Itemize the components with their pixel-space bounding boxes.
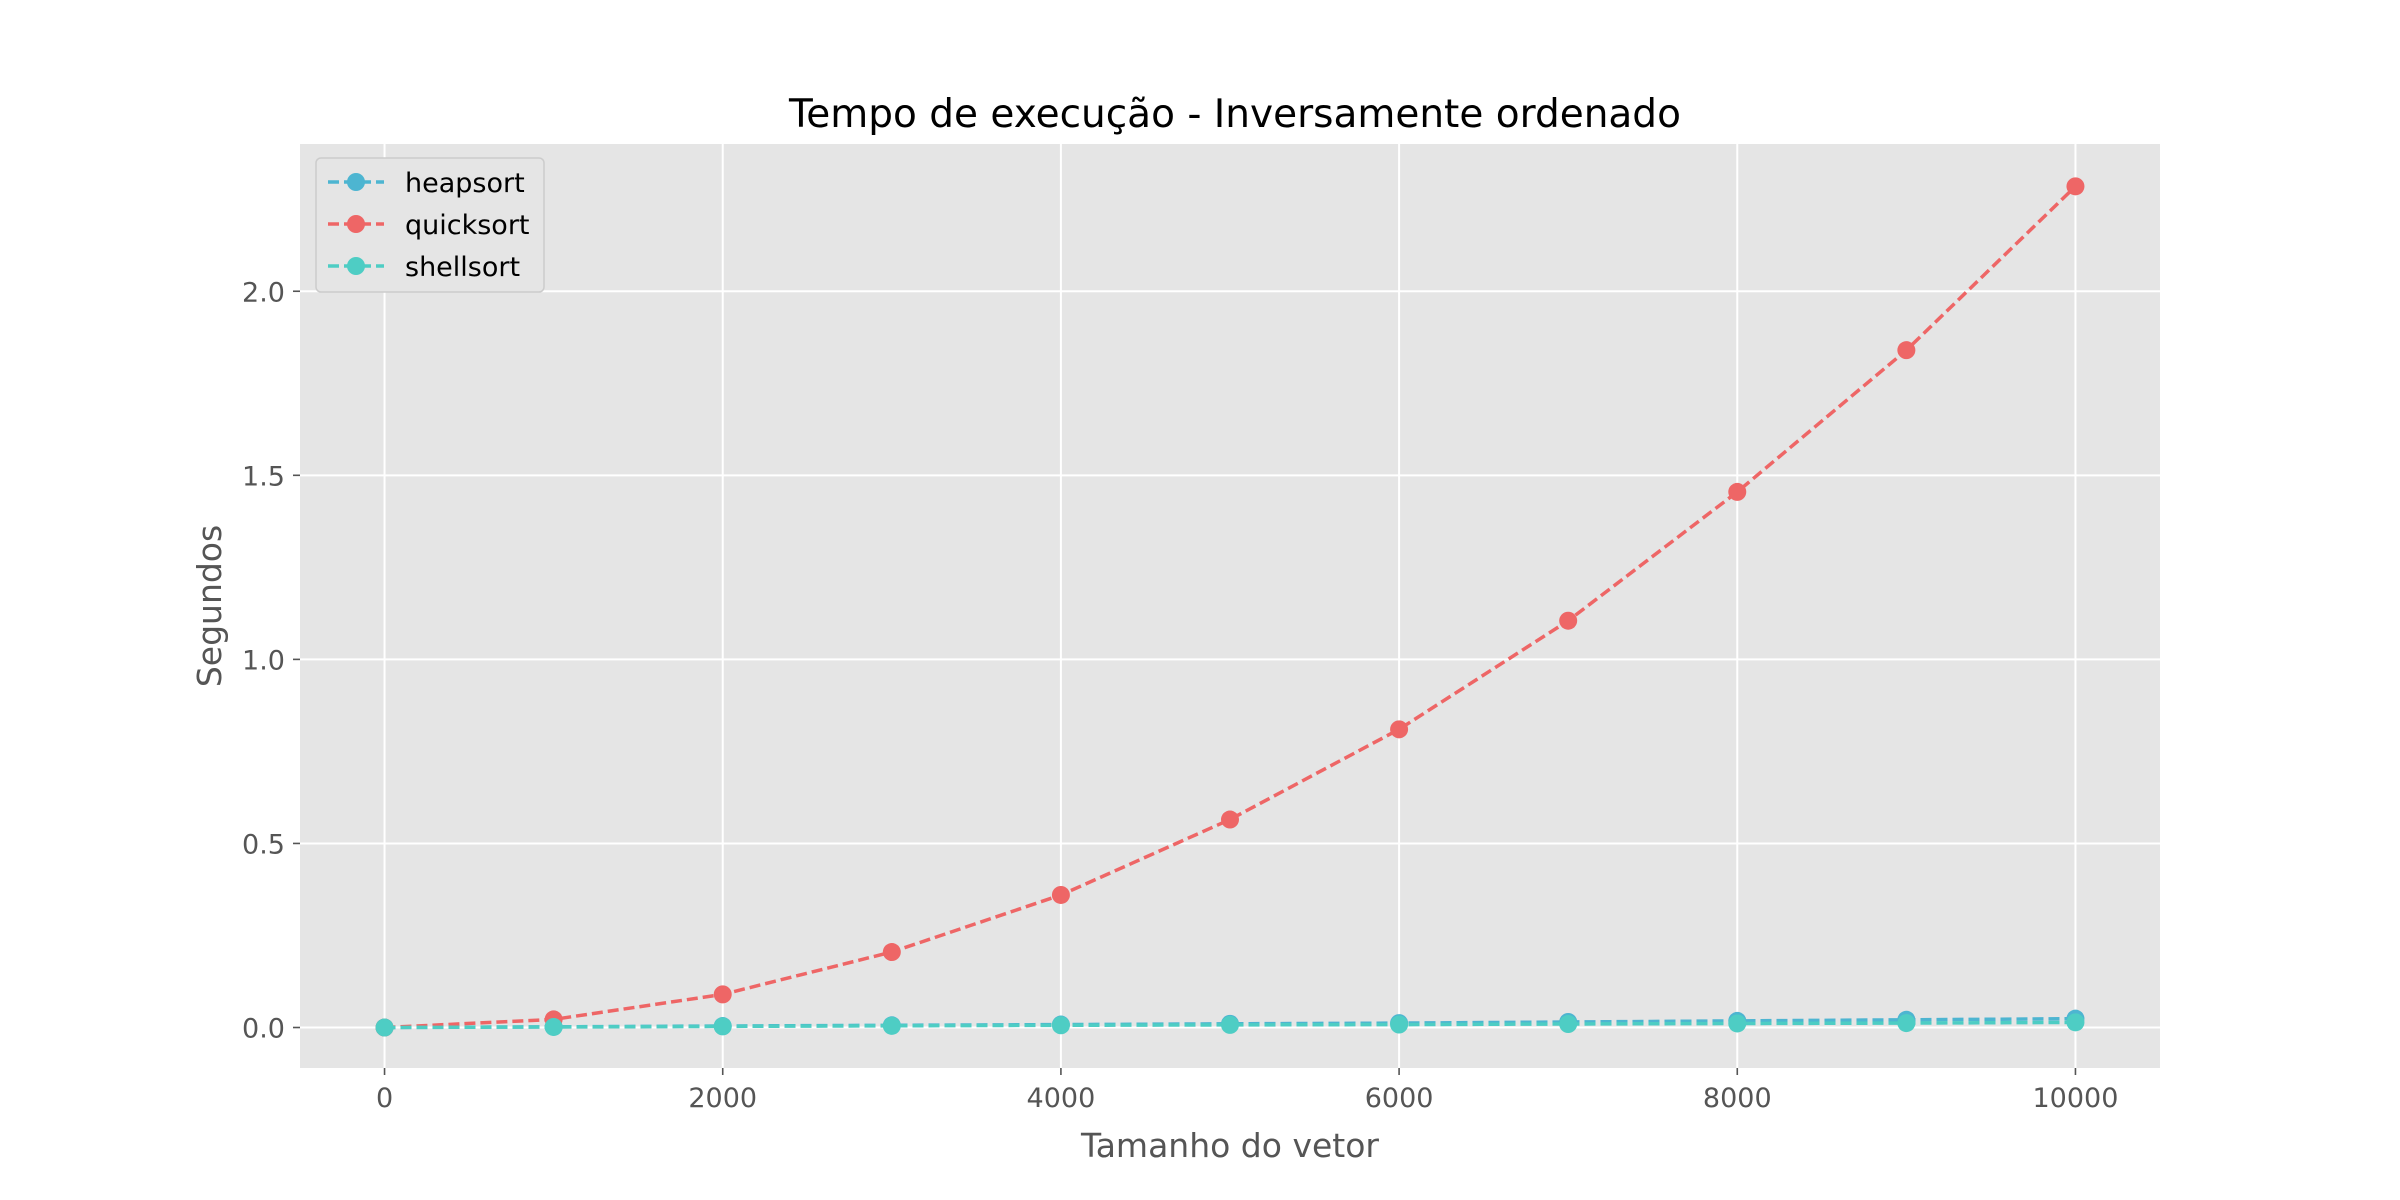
legend-marker — [347, 215, 365, 233]
x-tick-label: 4000 — [1027, 1083, 1096, 1114]
data-point-quicksort — [1051, 885, 1070, 904]
data-point-shellsort — [1051, 1016, 1070, 1035]
legend-box — [315, 157, 545, 293]
legend-item-quicksort: quicksort — [328, 210, 530, 241]
series-line-shellsort — [384, 1020, 2076, 1030]
data-point-quicksort — [1221, 810, 1239, 829]
data-point-shellsort — [1559, 1015, 1578, 1034]
x-tick-label: 2000 — [688, 1083, 757, 1114]
data-point-quicksort — [882, 943, 901, 962]
series-quicksort — [375, 177, 2085, 1037]
data-point-shellsort — [713, 1017, 732, 1036]
x-tick-label: 0 — [376, 1083, 393, 1114]
x-axis: 0 2000 4000 6000 8000 10000 — [376, 1068, 2118, 1114]
data-point-shellsort — [882, 1016, 901, 1035]
y-tick-label: 0.5 — [242, 829, 285, 860]
plot-area — [300, 144, 2160, 1068]
legend-label: quicksort — [405, 210, 530, 241]
data-point-shellsort — [1390, 1015, 1409, 1034]
data-point-quicksort — [1897, 341, 1916, 360]
x-tick-label: 8000 — [1703, 1083, 1772, 1114]
series-line-quicksort — [384, 185, 2077, 1030]
x-tick-label: 10000 — [2033, 1083, 2119, 1114]
data-point-shellsort — [1221, 1015, 1239, 1034]
data-point-quicksort — [713, 985, 732, 1004]
legend: heapsort quicksort shellsort — [315, 157, 545, 293]
y-tick-label: 2.0 — [242, 277, 285, 308]
x-tick-label: 6000 — [1365, 1083, 1434, 1114]
data-point-quicksort — [1728, 482, 1747, 501]
legend-marker — [347, 257, 365, 275]
data-point-shellsort — [375, 1018, 394, 1037]
data-point-quicksort — [1390, 720, 1409, 739]
data-point-shellsort — [544, 1017, 563, 1036]
chart-title: Tempo de execução - Inversamente ordenad… — [788, 92, 1681, 137]
legend-label: heapsort — [405, 168, 525, 199]
series-shellsort — [375, 1013, 2085, 1037]
y-axis-label: Segundos — [190, 525, 229, 687]
x-axis-label: Tamanho do vetor — [1080, 1126, 1379, 1165]
legend-item-heapsort: heapsort — [328, 168, 525, 199]
series-layer — [375, 177, 2085, 1037]
y-axis: 0.0 0.5 1.0 1.5 2.0 — [242, 277, 300, 1045]
data-point-shellsort — [1897, 1014, 1916, 1033]
data-point-quicksort — [2066, 177, 2085, 196]
data-point-quicksort — [1559, 611, 1578, 630]
y-tick-label: 1.0 — [242, 645, 285, 676]
data-point-shellsort — [1728, 1014, 1747, 1033]
legend-item-shellsort: shellsort — [328, 252, 520, 283]
legend-label: shellsort — [405, 252, 520, 283]
y-tick-label: 1.5 — [242, 461, 285, 492]
y-tick-label: 0.0 — [242, 1014, 285, 1045]
legend-marker — [347, 173, 365, 191]
data-point-shellsort — [2066, 1013, 2085, 1032]
